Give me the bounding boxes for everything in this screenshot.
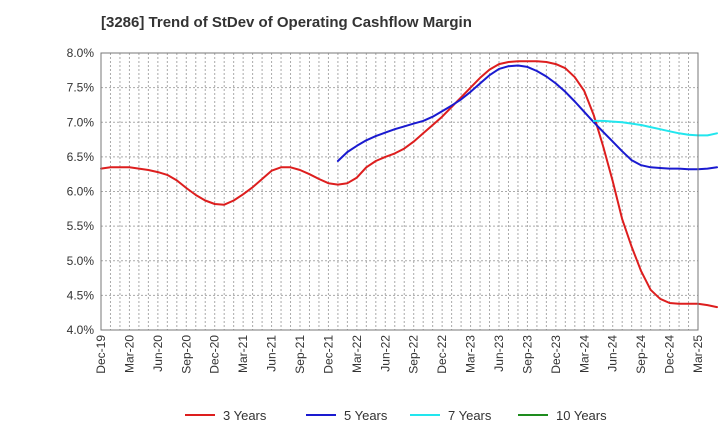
x-tick-label: Sep-24: [634, 335, 648, 374]
x-tick-label: Jun-21: [265, 335, 279, 372]
x-tick-label: Dec-22: [435, 335, 449, 374]
series-line-7-years: [592, 119, 718, 137]
x-tick-label: Dec-21: [321, 335, 335, 374]
y-tick-label: 7.5%: [67, 81, 95, 95]
x-tick-label: Mar-21: [236, 335, 250, 373]
x-tick-label: Mar-23: [464, 335, 478, 373]
x-axis: Dec-19 Mar-20 Jun-20 Sep-20 Dec-20 Mar-21 Jun-…: [94, 335, 705, 374]
x-tick-label: Sep-23: [520, 335, 534, 374]
chart-title: [3286] Trend of StDev of Operating Cashf…: [101, 14, 472, 31]
x-tick-label: Mar-25: [691, 335, 705, 373]
grid-layer: [101, 53, 698, 330]
x-tick-label: Mar-24: [577, 335, 591, 373]
x-tick-label: Sep-22: [407, 335, 421, 374]
series-layer: [100, 60, 718, 309]
y-tick-label: 4.0%: [67, 323, 95, 337]
legend-label: 7 Years: [448, 408, 492, 423]
series-line-5-years: [336, 64, 718, 171]
legend-label: 5 Years: [344, 408, 388, 423]
x-tick-label: Jun-20: [151, 335, 165, 372]
x-tick-label: Dec-24: [663, 335, 677, 374]
legend: 3 Years 5 Years 7 Years 10 Years: [185, 408, 607, 423]
x-tick-label: Sep-21: [293, 335, 307, 374]
x-tick-label: Jun-24: [606, 335, 620, 372]
y-tick-label: 6.5%: [67, 150, 95, 164]
y-tick-label: 8.0%: [67, 46, 95, 60]
y-tick-label: 5.0%: [67, 254, 95, 268]
y-tick-label: 5.5%: [67, 219, 95, 233]
legend-label: 10 Years: [556, 408, 607, 423]
x-tick-label: Sep-20: [179, 335, 193, 374]
x-tick-label: Mar-20: [122, 335, 136, 373]
y-axis: 8.0% 7.5% 7.0% 6.5% 6.0% 5.5% 5.0% 4.5% 4.0%: [67, 46, 95, 337]
x-tick-label: Jun-22: [378, 335, 392, 372]
series-line-3-years: [100, 60, 718, 309]
x-tick-label: Dec-19: [94, 335, 108, 374]
y-tick-label: 7.0%: [67, 115, 95, 129]
x-tick-label: Dec-20: [208, 335, 222, 374]
plot-border: [100, 52, 699, 331]
x-tick-label: Dec-23: [549, 335, 563, 374]
y-tick-label: 4.5%: [67, 288, 95, 302]
legend-label: 3 Years: [223, 408, 267, 423]
x-tick-label: Mar-22: [350, 335, 364, 373]
y-tick-label: 6.0%: [67, 185, 95, 199]
x-tick-label: Jun-23: [492, 335, 506, 372]
